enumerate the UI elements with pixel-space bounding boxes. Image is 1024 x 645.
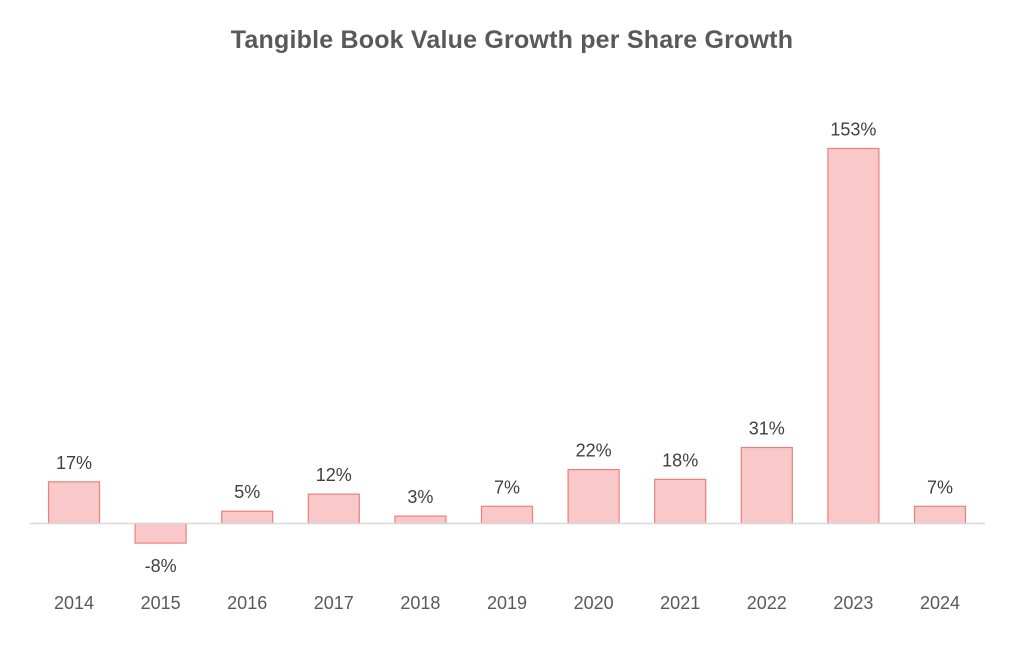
bars-layer [47, 147, 967, 544]
x-tick-label-2021: 2021 [660, 593, 700, 613]
bar-2014 [47, 481, 101, 525]
data-label-2021: 18% [662, 450, 698, 470]
bar-2015 [134, 522, 187, 544]
data-label-2019: 7% [494, 477, 520, 497]
bar-2019 [480, 505, 534, 525]
data-label-2018: 3% [407, 487, 433, 507]
x-tick-label-2017: 2017 [314, 593, 354, 613]
bar-2016 [221, 510, 274, 525]
x-tick-label-2023: 2023 [833, 593, 873, 613]
data-label-2014: 17% [56, 453, 92, 473]
x-tick-label-2015: 2015 [141, 593, 181, 613]
x-tick-labels-layer: 2014 2015 2016 2017 2018 2019 2020 2021 2022 2023… [54, 593, 960, 613]
chart-title: Tangible Book Value Growth per Share Gro… [230, 26, 794, 54]
data-label-2015: -8% [145, 556, 177, 576]
bar-2023 [827, 147, 880, 525]
x-tick-label-2019: 2019 [487, 593, 527, 613]
data-label-2023: 153% [830, 120, 876, 140]
bar-2022 [740, 446, 793, 525]
data-label-2024: 7% [927, 477, 953, 497]
x-tick-label-2018: 2018 [400, 593, 440, 613]
bar-2018 [394, 515, 447, 525]
bar-2020 [567, 469, 620, 525]
x-tick-label-2014: 2014 [54, 593, 94, 613]
bar-2024 [913, 505, 967, 525]
data-label-2016: 5% [234, 482, 260, 502]
data-label-2017: 12% [316, 465, 352, 485]
x-tick-label-2024: 2024 [920, 593, 960, 613]
bar-2021 [654, 478, 707, 525]
data-labels-layer: 17% -8% 5% 12% 3% 7% 22% 18% 31% 153% 7% [56, 120, 953, 577]
x-tick-label-2016: 2016 [227, 593, 267, 613]
bar-2017 [307, 493, 360, 525]
x-tick-label-2022: 2022 [747, 593, 787, 613]
x-tick-label-2020: 2020 [574, 593, 614, 613]
data-label-2020: 22% [576, 441, 612, 461]
data-label-2022: 31% [749, 419, 785, 439]
